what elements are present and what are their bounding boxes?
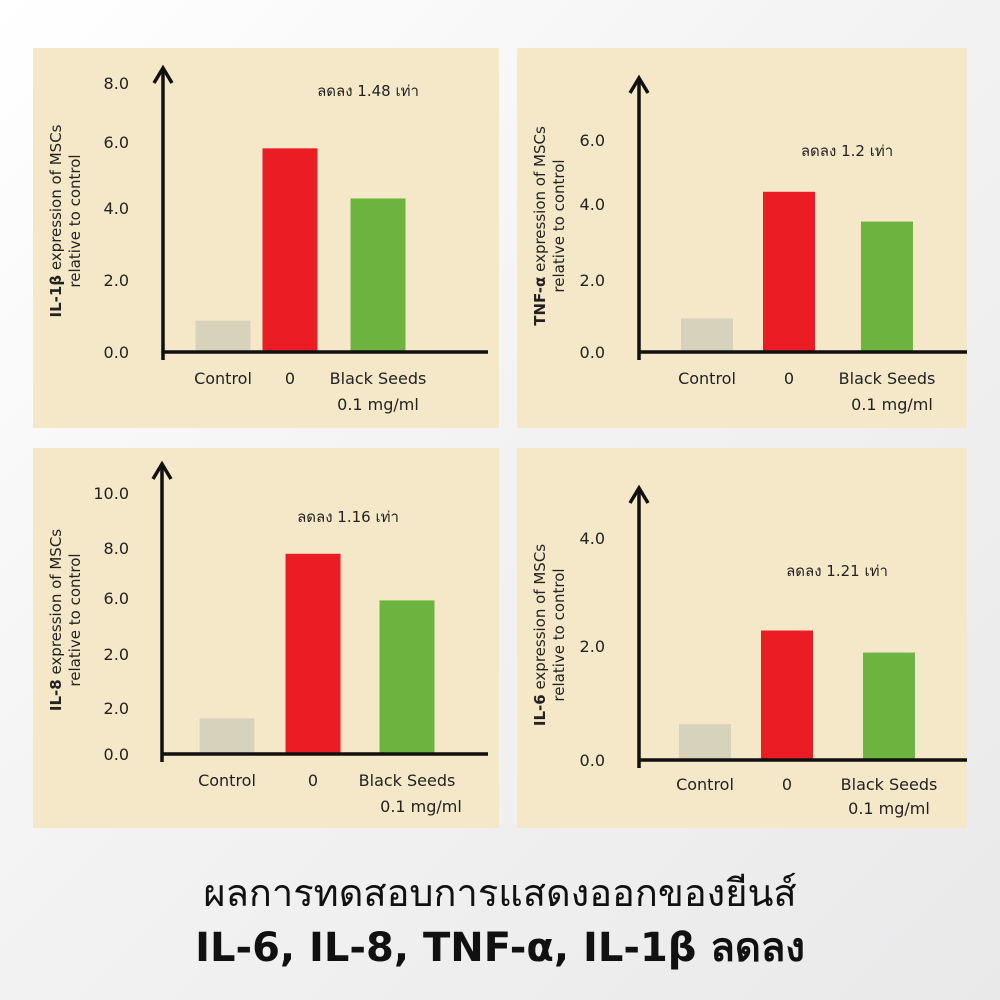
y-axis-label: IL-6 expression of MSCs relative to contr… [531, 544, 568, 726]
bar-zero [761, 630, 813, 760]
x-category-label: Control [198, 771, 256, 790]
reduction-annotation: ลดลง 1.2 เท่า [801, 142, 893, 160]
y-axis-arrow-icon [628, 484, 650, 504]
chart-il1b: 0.0 2.0 4.0 6.0 8.0 Control 0 Black Seeds 0.1 mg… [47, 64, 488, 414]
y-tick-label: 2.0 [580, 637, 605, 656]
x-category-label: 0 [784, 369, 794, 388]
bar-control [681, 318, 733, 352]
y-tick-label: 2.0 [580, 271, 605, 290]
y-tick-label: 0.0 [104, 745, 129, 764]
y-tick-label: 4.0 [580, 195, 605, 214]
x-category-label: Black Seeds [839, 369, 936, 388]
x-category-label: Black Seeds [330, 369, 427, 388]
x-category-label: Black Seeds [359, 771, 456, 790]
x-category-label: 0 [285, 369, 295, 388]
chart-panel-il8: 0.0 2.0 2.0 6.0 8.0 10.0 Control 0 Black Seeds 0.… [33, 448, 499, 828]
chart-il6: 0.0 2.0 4.0 Control 0 Black Seeds 0.1 mg/ml ลดล… [531, 484, 967, 818]
caption-line-1: ผลการทดสอบการแสดงออกของยีนส์ [203, 871, 797, 915]
y-tick-label: 8.0 [104, 539, 129, 558]
chart-panel-tnfa: 0.0 2.0 4.0 6.0 Control 0 Black Seeds 0.1 mg/ml… [517, 48, 967, 428]
y-tick-label: 4.0 [104, 199, 129, 218]
x-category-label: 0 [308, 771, 318, 790]
x-category-sublabel: 0.1 mg/ml [380, 797, 462, 816]
x-category-label: Control [194, 369, 252, 388]
y-axis-label: TNF-α expression of MSCs relative to cont… [531, 126, 568, 326]
y-tick-label: 8.0 [104, 74, 129, 93]
y-tick-label: 10.0 [93, 484, 129, 503]
reduction-annotation: ลดลง 1.16 เท่า [297, 508, 399, 526]
y-axis-arrow-icon [628, 74, 650, 94]
x-category-label: Control [678, 369, 736, 388]
chart-il8: 0.0 2.0 2.0 6.0 8.0 10.0 Control 0 Black Seeds 0.… [47, 460, 488, 816]
y-axis-label: IL-8 expression of MSCs relative to contr… [47, 529, 84, 711]
y-axis-label: IL-1β expression of MSCs relative to cont… [47, 124, 84, 317]
svg-text:relative to control: relative to control [66, 553, 84, 686]
bar-control [679, 724, 731, 760]
x-category-label: Black Seeds [841, 775, 938, 794]
y-tick-label: 0.0 [580, 343, 605, 362]
bar-zero [763, 191, 815, 352]
caption-line-2: IL-6, IL-8, TNF-α, IL-1β ลดลง [195, 925, 805, 971]
y-tick-label: 2.0 [104, 645, 129, 664]
y-tick-label: 6.0 [580, 131, 605, 150]
svg-text:relative to control: relative to control [550, 159, 568, 292]
reduction-annotation: ลดลง 1.48 เท่า [317, 82, 419, 100]
reduction-annotation: ลดลง 1.21 เท่า [786, 562, 888, 580]
bar-black-seeds [863, 652, 915, 760]
chart-panel-il1b: 0.0 2.0 4.0 6.0 8.0 Control 0 Black Seeds 0.1 mg… [33, 48, 499, 428]
svg-text:TNF-α expression of MSCs: TNF-α expression of MSCs [531, 126, 549, 326]
x-category-sublabel: 0.1 mg/ml [848, 799, 930, 818]
svg-text:IL-8 expression of MSCs: IL-8 expression of MSCs [47, 529, 65, 711]
y-tick-label: 0.0 [104, 343, 129, 362]
svg-text:relative to control: relative to control [550, 568, 568, 701]
y-axis-arrow-icon [151, 460, 173, 480]
svg-text:relative to control: relative to control [66, 154, 84, 287]
x-category-sublabel: 0.1 mg/ml [851, 395, 933, 414]
chart-tnfa: 0.0 2.0 4.0 6.0 Control 0 Black Seeds 0.1 mg/ml… [531, 74, 967, 414]
x-category-label: 0 [782, 775, 792, 794]
y-tick-label: 4.0 [580, 529, 605, 548]
bar-zero [262, 148, 318, 352]
bar-black-seeds [350, 198, 406, 352]
y-tick-label: 2.0 [104, 699, 129, 718]
chart-panel-il6: 0.0 2.0 4.0 Control 0 Black Seeds 0.1 mg/ml ลดล… [517, 448, 967, 828]
y-tick-label: 6.0 [104, 133, 129, 152]
bar-zero [285, 553, 341, 754]
x-category-label: Control [676, 775, 734, 794]
y-tick-label: 6.0 [104, 589, 129, 608]
x-category-sublabel: 0.1 mg/ml [337, 395, 419, 414]
svg-text:IL-6 expression of MSCs: IL-6 expression of MSCs [531, 544, 549, 726]
svg-text:IL-1β expression of MSCs: IL-1β expression of MSCs [47, 124, 65, 317]
bar-control [199, 718, 255, 754]
y-tick-label: 2.0 [104, 271, 129, 290]
bar-black-seeds [861, 221, 913, 352]
y-axis-arrow-icon [152, 64, 174, 84]
y-tick-label: 0.0 [580, 751, 605, 770]
bar-control [195, 320, 251, 352]
bar-black-seeds [379, 600, 435, 754]
